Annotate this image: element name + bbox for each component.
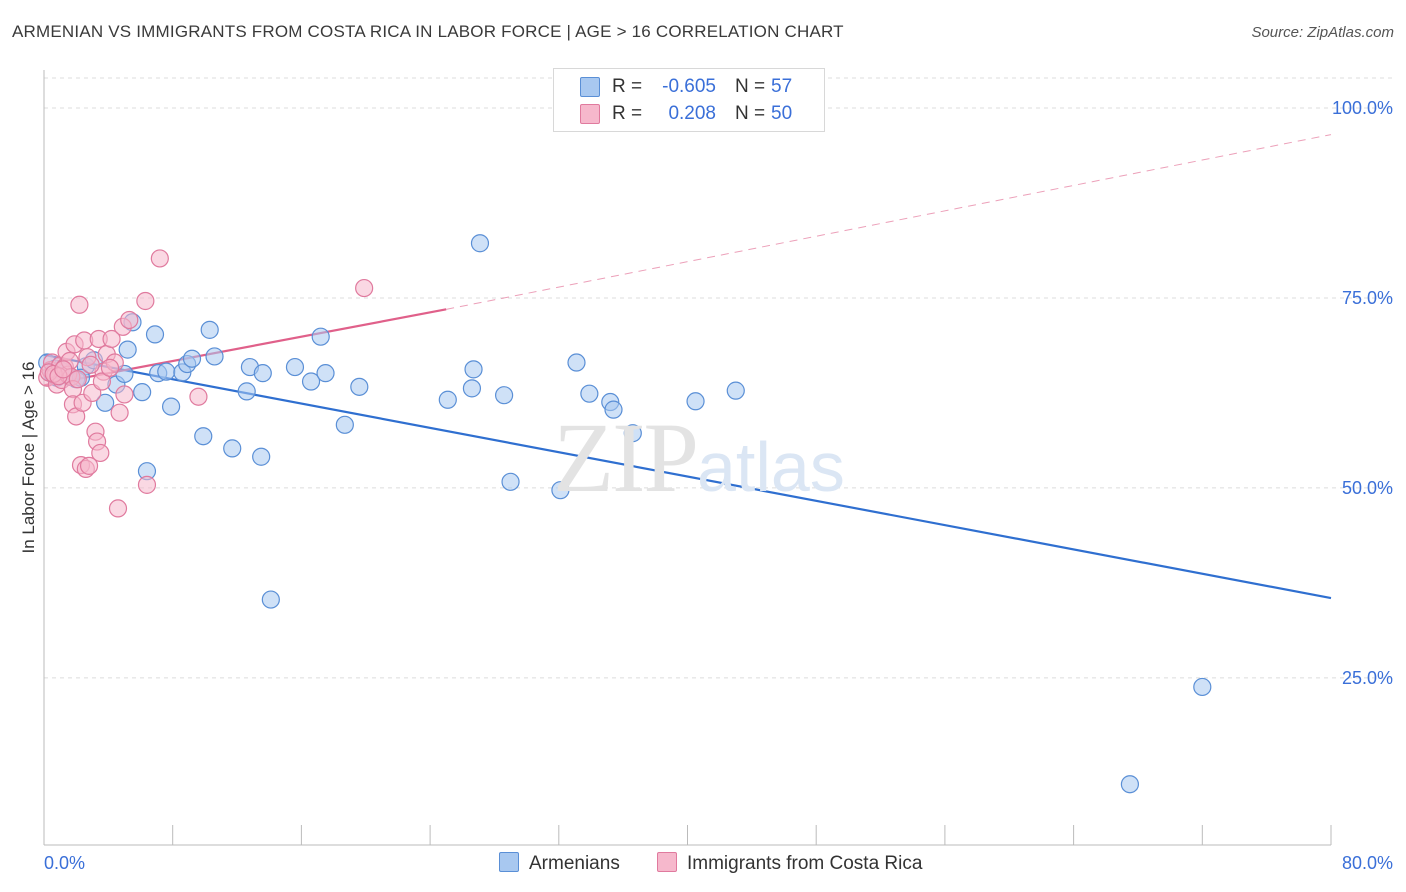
armenians-point (501, 472, 520, 491)
armenians-point (133, 383, 152, 402)
costa-rica-point (102, 329, 121, 349)
source-label: Source: ZipAtlas.com (1251, 24, 1394, 41)
costa-rica-point (70, 295, 89, 314)
costa-rica-point (189, 387, 208, 406)
r-value: -0.605 (662, 76, 716, 97)
armenians-point (311, 327, 330, 346)
costa-rica-point (108, 499, 128, 518)
costa-rica-point (68, 370, 87, 389)
costa-rica-point (137, 475, 157, 494)
armenians-point (350, 377, 369, 396)
armenians-point (335, 415, 354, 434)
armenians-point (157, 362, 176, 381)
correlation-legend: R = -0.605 N = 57 R = 0.208 N = 50 (553, 68, 825, 132)
armenians-point (223, 439, 242, 458)
costa-rica-trend-extension (446, 134, 1332, 310)
armenians-point (161, 397, 181, 416)
legend-row-costa-rica: R = 0.208 N = 50 (554, 101, 824, 127)
costa-rica-point (54, 360, 73, 379)
y-axis-label: In Labor Force | Age > 16 (19, 361, 38, 553)
armenians-point (237, 382, 256, 401)
armenians-point (726, 381, 745, 400)
armenians-point (261, 590, 280, 609)
armenians-point (551, 481, 570, 500)
costa-rica-legend-label: Immigrants from Costa Rica (687, 853, 923, 874)
legend-item-armenians: Armenians (499, 852, 620, 876)
n-label: N = (735, 103, 766, 124)
armenians-point (194, 427, 213, 446)
armenians-point (470, 234, 490, 253)
y-tick-label: 100.0% (1332, 98, 1393, 118)
armenians-point (252, 447, 271, 466)
n-value: 57 (771, 76, 793, 97)
n-label: N = (735, 76, 766, 97)
armenians-point (567, 353, 586, 372)
armenians-legend-label: Armenians (529, 853, 620, 874)
watermark: ZIPatlas (553, 400, 845, 515)
armenians-point (604, 400, 623, 419)
costa-rica-point (150, 249, 169, 268)
armenians-point (285, 357, 305, 377)
armenians-point (580, 384, 599, 403)
legend-item-costa-rica: Immigrants from Costa Rica (657, 852, 922, 876)
y-tick-label: 50.0% (1342, 478, 1393, 498)
armenians-legend-swatch (499, 852, 519, 872)
chart-title: ARMENIAN VS IMMIGRANTS FROM COSTA RICA I… (12, 22, 844, 41)
costa-rica-point (92, 372, 112, 391)
watermark-zip: ZIP (553, 402, 699, 513)
legend-row-armenians: R = -0.605 N = 57 (554, 74, 824, 100)
r-value: 0.208 (668, 103, 716, 124)
axes (43, 70, 1332, 846)
tick-labels: 25.0% 50.0% 75.0% 100.0% 0.0% 80.0% (44, 98, 1393, 873)
armenians-point (205, 347, 224, 366)
y-tick-label: 75.0% (1342, 288, 1393, 308)
costa-rica-swatch (580, 104, 600, 124)
costa-rica-point (120, 310, 139, 330)
r-label: R = (612, 76, 643, 97)
armenians-point (623, 424, 642, 443)
armenians-point (686, 392, 705, 411)
armenians-point (301, 372, 321, 391)
armenians-point (182, 349, 202, 368)
costa-rica-point (136, 291, 155, 311)
costa-rica-point (115, 385, 134, 404)
armenians-point (462, 379, 482, 398)
watermark-atlas: atlas (697, 428, 845, 506)
costa-rica-point (100, 358, 120, 377)
armenians-point (96, 393, 115, 412)
costa-rica-point (91, 443, 110, 463)
armenians-point (464, 360, 483, 379)
armenians-trend-line (43, 353, 1332, 600)
armenians-point (200, 320, 219, 339)
costa-rica-legend-swatch (657, 852, 677, 872)
x-tick-label: 0.0% (44, 853, 85, 873)
armenians-point (118, 340, 137, 359)
armenians-point (253, 364, 272, 383)
costa-rica-point (81, 355, 100, 374)
armenians-point (495, 386, 514, 405)
costa-rica-point (79, 456, 99, 475)
armenians-point (1193, 677, 1212, 697)
y-tick-label: 25.0% (1342, 668, 1393, 688)
n-value: 50 (771, 103, 793, 124)
armenians-point (1120, 775, 1140, 794)
x-tick-label: 80.0% (1342, 853, 1393, 873)
grid-lines (44, 77, 1392, 679)
costa-rica-point (110, 403, 129, 422)
trend-lines (43, 134, 1332, 600)
armenians-swatch (580, 77, 600, 97)
armenians-point (316, 364, 335, 383)
data-points (38, 234, 1212, 794)
armenians-point (438, 390, 457, 409)
armenians-point (145, 325, 165, 344)
r-label: R = (612, 103, 643, 124)
costa-rica-point (355, 278, 374, 298)
